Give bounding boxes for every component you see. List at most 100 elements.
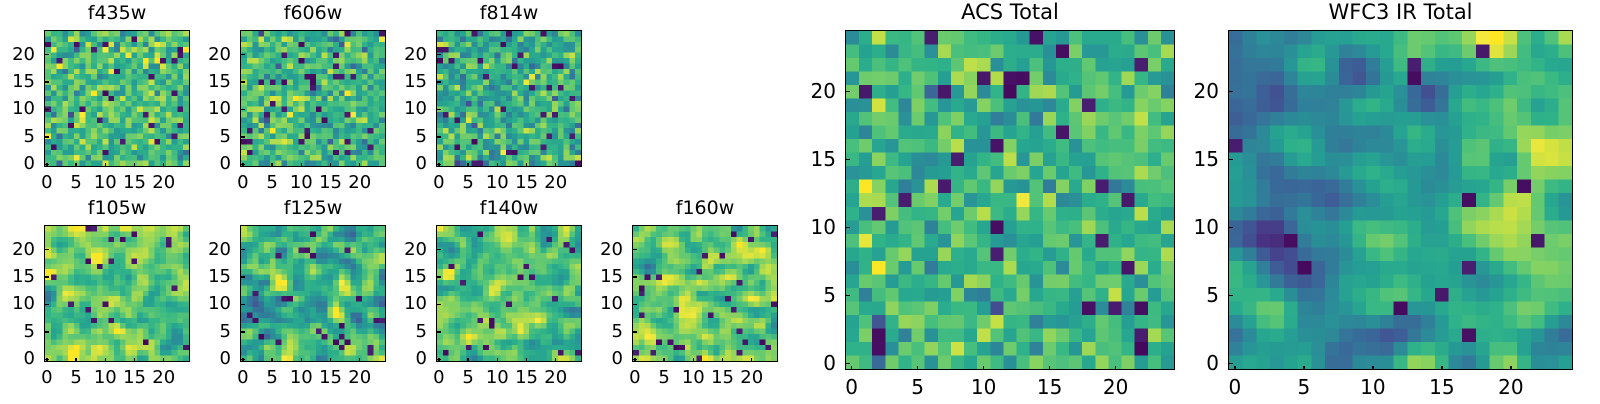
panel-title-acs-total: ACS Total [961, 0, 1059, 24]
xtick-label-f606w-15: 15 [319, 172, 342, 193]
panel-title-f160w: f160w [675, 197, 735, 219]
ytick-label-acs-total-15: 15 [810, 147, 836, 172]
ytick-mark-f814w-20 [437, 54, 441, 56]
panel-title-wfc3-ir-total: WFC3 IR Total [1328, 0, 1473, 24]
ytick-label-f435w-10: 10 [12, 98, 35, 120]
ytick-label-f140w-5: 5 [415, 320, 427, 342]
xtick-mark-f125w-0 [242, 358, 244, 362]
xtick-label-f606w-10: 10 [289, 172, 313, 193]
xtick-mark-f140w-5 [467, 358, 469, 362]
xtick-mark-f435w-15 [133, 163, 136, 167]
xtick-mark-f125w-15 [329, 358, 332, 362]
xtick-mark-acs-total-10 [982, 366, 985, 370]
xtick-label-f160w-15: 15 [711, 367, 734, 388]
xtick-mark-f606w-20 [359, 163, 361, 167]
heatmap-image-f606w [241, 31, 385, 166]
xtick-mark-f814w-5 [467, 163, 469, 167]
ytick-label-f140w-10: 10 [404, 293, 427, 315]
panel-title-f814w: f814w [479, 2, 539, 24]
ytick-mark-f105w-20 [45, 249, 49, 251]
ytick-mark-f160w-10 [633, 303, 637, 306]
xtick-label-f140w-20: 20 [544, 367, 568, 388]
panel-title-f435w: f435w [87, 2, 147, 24]
ytick-label-acs-total-5: 5 [823, 283, 836, 308]
heatmap-axes-f125w [240, 225, 386, 362]
xtick-mark-f606w-0 [242, 163, 244, 167]
xtick-label-wfc3-ir-total-10: 10 [1360, 375, 1386, 399]
xtick-label-f814w-15: 15 [515, 172, 538, 193]
xtick-label-f105w-10: 10 [93, 367, 117, 388]
xtick-mark-f160w-20 [751, 358, 753, 362]
ytick-label-f125w-5: 5 [219, 320, 231, 342]
xtick-label-wfc3-ir-total-20: 20 [1498, 375, 1524, 399]
xtick-label-f140w-0: 0 [433, 367, 445, 388]
ytick-label-f125w-15: 15 [208, 266, 231, 288]
ytick-mark-f105w-5 [45, 331, 49, 333]
xtick-label-f814w-20: 20 [544, 172, 568, 193]
xtick-label-f435w-5: 5 [70, 172, 82, 193]
ytick-label-wfc3-ir-total-0: 0 [1206, 351, 1219, 376]
panel-f140w: f140w 0 5 10 15 20 0 5 10 15 20 [392, 199, 588, 394]
ytick-label-f814w-0: 0 [415, 153, 427, 175]
heatmap-image-f125w [241, 226, 385, 361]
xtick-label-wfc3-ir-total-5: 5 [1297, 375, 1311, 399]
xtick-label-acs-total-20: 20 [1102, 375, 1129, 399]
ytick-mark-f606w-10 [241, 108, 245, 111]
ytick-label-f125w-10: 10 [208, 293, 231, 315]
xtick-mark-f105w-15 [133, 358, 136, 362]
ytick-label-f160w-15: 15 [600, 266, 623, 288]
ytick-label-f140w-20: 20 [404, 238, 427, 260]
heatmap-image-f105w [45, 226, 189, 361]
xtick-mark-f160w-0 [634, 358, 636, 362]
xtick-mark-f140w-15 [525, 358, 528, 362]
xtick-label-f160w-10: 10 [681, 367, 705, 388]
ytick-mark-f435w-20 [45, 54, 49, 56]
ytick-mark-acs-total-10 [846, 226, 850, 228]
ytick-label-wfc3-ir-total-20: 20 [1193, 79, 1219, 104]
heatmap-image-f160w [633, 226, 777, 361]
ytick-label-f606w-20: 20 [208, 43, 231, 65]
ytick-mark-f160w-5 [633, 331, 637, 333]
panel-f814w: f814w 0 5 10 15 20 0 5 10 15 20 [392, 4, 588, 199]
ytick-mark-f814w-15 [437, 81, 441, 83]
ytick-mark-f435w-15 [45, 81, 49, 83]
ytick-mark-f125w-5 [241, 331, 245, 333]
panel-f105w: f105w 0 5 10 15 20 0 5 10 15 20 [0, 199, 196, 394]
xtick-mark-f160w-10 [692, 358, 694, 362]
ytick-label-f105w-0: 0 [23, 348, 35, 370]
ytick-mark-f606w-15 [241, 81, 245, 83]
panel-wfc3-ir-total: WFC3 IR Total 0 5 10 15 20 0 5 10 15 20 [1168, 2, 1583, 404]
ytick-label-acs-total-10: 10 [810, 215, 836, 240]
ytick-label-f435w-15: 15 [12, 71, 35, 93]
ytick-mark-f606w-20 [241, 54, 245, 56]
xtick-label-wfc3-ir-total-15: 15 [1429, 375, 1455, 399]
ytick-mark-acs-total-0 [846, 362, 850, 364]
ytick-label-f160w-20: 20 [600, 238, 623, 260]
ytick-label-f606w-0: 0 [219, 153, 231, 175]
xtick-label-f814w-0: 0 [433, 172, 445, 193]
ytick-label-f814w-20: 20 [404, 43, 427, 65]
xtick-mark-f140w-0 [438, 358, 440, 362]
ytick-label-f140w-0: 0 [415, 348, 427, 370]
heatmap-image-f814w [437, 31, 581, 166]
xtick-mark-acs-total-20 [1114, 366, 1117, 370]
xtick-label-acs-total-5: 5 [911, 375, 924, 399]
ytick-label-f140w-15: 15 [404, 266, 427, 288]
ytick-mark-f125w-15 [241, 276, 245, 278]
ytick-label-f125w-20: 20 [208, 238, 231, 260]
xtick-mark-f105w-10 [104, 358, 106, 362]
heatmap-axes-f435w [44, 30, 190, 167]
ytick-label-f160w-5: 5 [611, 320, 623, 342]
ytick-label-wfc3-ir-total-10: 10 [1193, 215, 1219, 240]
xtick-mark-wfc3-ir-total-20 [1510, 366, 1512, 370]
panel-title-f606w: f606w [283, 2, 343, 24]
xtick-label-f606w-5: 5 [266, 172, 278, 193]
xtick-mark-f435w-20 [163, 163, 165, 167]
xtick-mark-acs-total-5 [916, 366, 919, 370]
xtick-mark-wfc3-ir-total-10 [1372, 366, 1374, 370]
xtick-mark-f140w-10 [496, 358, 498, 362]
xtick-mark-f435w-0 [46, 163, 48, 167]
xtick-label-f160w-20: 20 [740, 367, 764, 388]
ytick-label-acs-total-20: 20 [810, 79, 836, 104]
xtick-label-f435w-15: 15 [123, 172, 146, 193]
